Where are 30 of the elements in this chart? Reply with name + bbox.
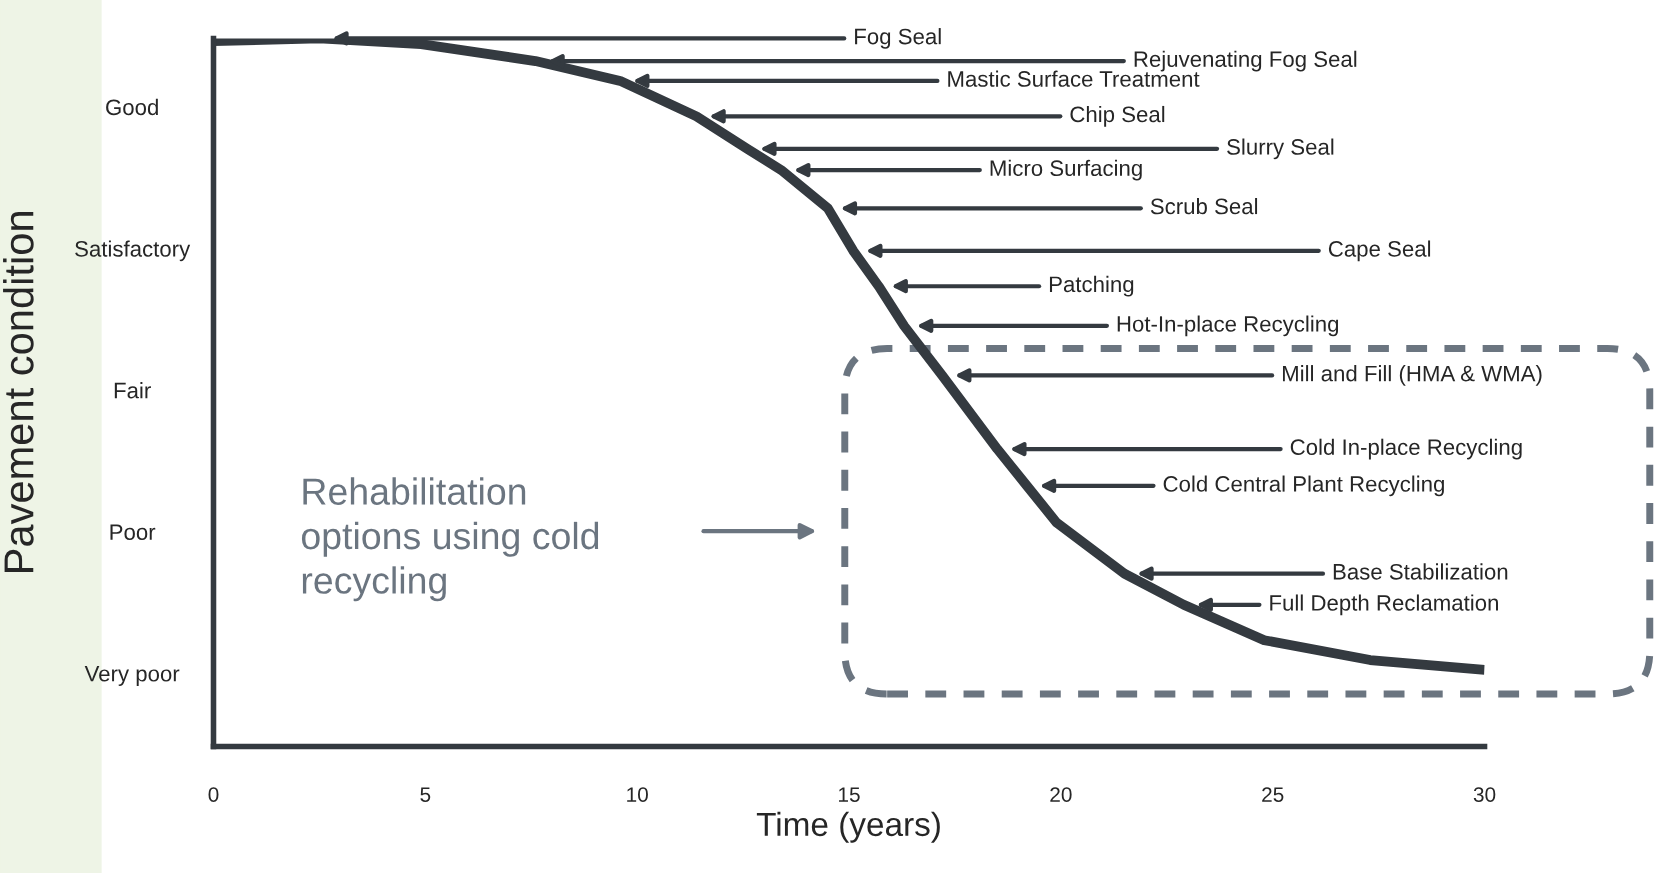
text: Fair <box>114 382 151 399</box>
annotation: Rejuvenating Fog Seal <box>1134 50 1357 72</box>
annotation: Full Depth Reclamation <box>1270 594 1498 616</box>
x-axis-title: Time (years) <box>756 811 940 843</box>
x-tick-label: 20 <box>1050 787 1072 802</box>
annotation: Base Stabilization <box>1333 563 1508 580</box>
annotation: Mill and Fill (HMA & WMA) <box>1282 365 1542 386</box>
annotation: Rehabilitation options using cold recycling <box>301 477 599 602</box>
x-tick-label: 30 <box>1473 787 1496 802</box>
text: Good <box>106 98 158 116</box>
annotation: Cold Central Plant Recycling <box>1163 475 1444 497</box>
annotation: Patching <box>1049 275 1134 297</box>
text: Very poor <box>84 666 180 686</box>
text: Poor <box>110 524 156 540</box>
annotation: Slurry Seal <box>1227 138 1334 160</box>
annotation: Fog Seal <box>855 28 941 49</box>
annotation: Micro Surfacing <box>990 159 1142 181</box>
x-tick-label: 15 <box>839 787 860 802</box>
x-tick-label: 5 <box>420 787 431 802</box>
x-tick-label: 10 <box>627 787 648 802</box>
annotation: Scrub Seal <box>1150 197 1258 215</box>
y-axis-title: Pavement condition <box>3 212 34 572</box>
annotation: Chip Seal <box>1070 105 1165 127</box>
annotation: Cold In-place Recycling <box>1290 438 1522 460</box>
x-tick-label: 25 <box>1262 787 1284 802</box>
x-tick-label: 0 <box>208 787 219 802</box>
text: Satisfactory <box>75 240 191 262</box>
annotation: Cape Seal <box>1328 240 1431 262</box>
annotation: Mastic Surface Treatment <box>948 70 1200 87</box>
annotation: Hot-In-place Recycling <box>1117 315 1339 337</box>
